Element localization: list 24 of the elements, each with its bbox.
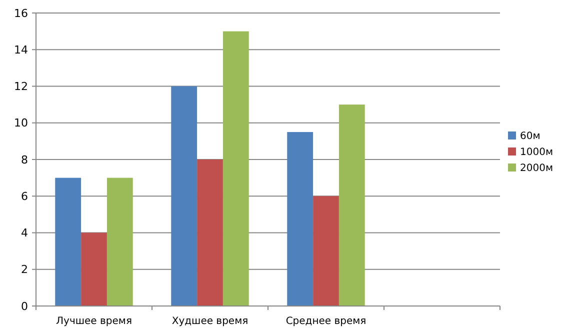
bar <box>197 160 223 306</box>
bar <box>106 178 133 306</box>
x-tick-label: Среднее время <box>286 316 366 327</box>
bar <box>171 86 198 306</box>
y-tick-label: 0 <box>21 300 28 313</box>
legend-label: 60м <box>520 131 540 142</box>
bar <box>287 132 314 306</box>
bar <box>81 232 107 306</box>
bar <box>338 104 365 306</box>
legend-label: 1000м <box>520 147 553 158</box>
bar <box>55 178 82 306</box>
x-tick-label: Худшее время <box>172 316 248 327</box>
y-tick-label: 4 <box>21 226 28 240</box>
y-tick-label: 12 <box>14 80 28 94</box>
bar <box>222 31 249 306</box>
y-tick-label: 2 <box>21 263 28 276</box>
y-tick-label: 16 <box>14 6 28 20</box>
y-tick-label: 14 <box>14 43 28 56</box>
x-tick-label: Лучшее время <box>56 316 132 327</box>
y-tick-label: 6 <box>21 190 28 203</box>
y-tick-label: 10 <box>14 116 28 130</box>
legend-label: 2000м <box>520 163 553 174</box>
y-tick-label: 8 <box>21 153 28 166</box>
bar <box>313 196 339 306</box>
